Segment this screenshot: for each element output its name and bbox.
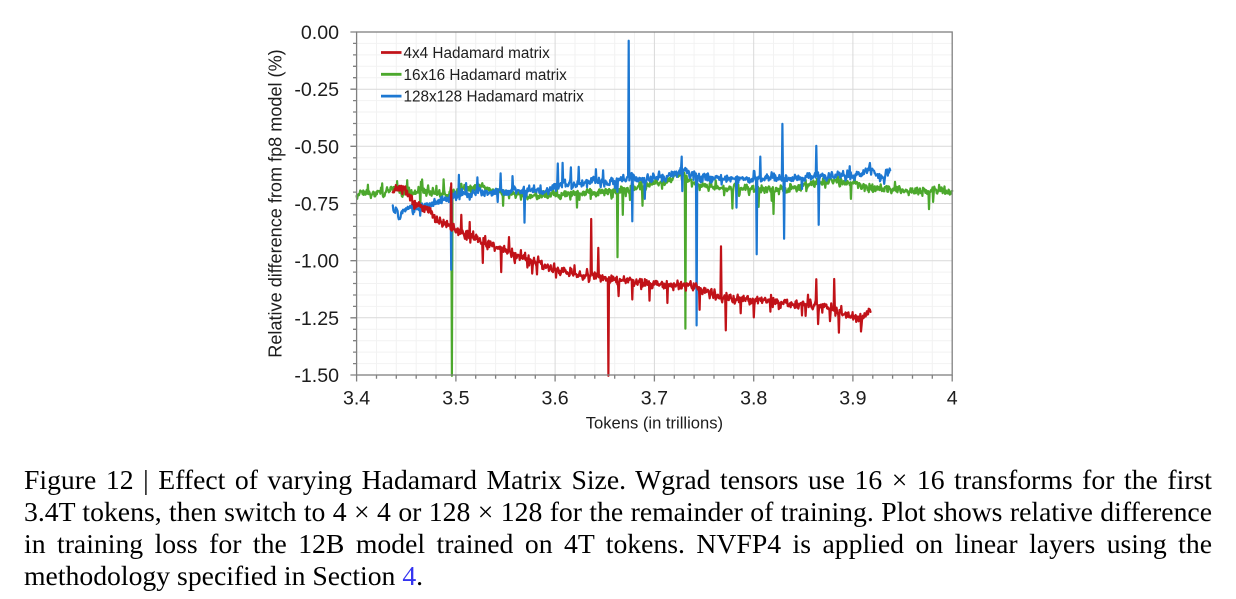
svg-text:3.9: 3.9 — [839, 388, 866, 410]
svg-text:16x16 Hadamard matrix: 16x16 Hadamard matrix — [404, 67, 568, 84]
svg-text:0.00: 0.00 — [301, 22, 339, 44]
svg-text:3.4: 3.4 — [343, 388, 370, 410]
svg-text:-1.00: -1.00 — [294, 251, 339, 273]
svg-text:-1.25: -1.25 — [294, 308, 339, 330]
svg-text:-0.75: -0.75 — [294, 194, 339, 216]
svg-text:128x128 Hadamard matrix: 128x128 Hadamard matrix — [404, 89, 585, 106]
svg-text:-0.50: -0.50 — [294, 136, 339, 158]
svg-text:3.5: 3.5 — [442, 388, 469, 410]
svg-text:4x4 Hadamard matrix: 4x4 Hadamard matrix — [404, 45, 551, 62]
svg-text:Relative difference from fp8 m: Relative difference from fp8 model (%) — [266, 49, 286, 357]
svg-text:3.8: 3.8 — [740, 388, 767, 410]
svg-text:3.7: 3.7 — [641, 388, 668, 410]
svg-text:-1.50: -1.50 — [294, 365, 339, 387]
svg-text:-0.25: -0.25 — [294, 79, 339, 101]
svg-text:Tokens (in trillions): Tokens (in trillions) — [586, 414, 723, 433]
svg-text:3.6: 3.6 — [541, 388, 568, 410]
svg-text:4: 4 — [947, 388, 958, 410]
